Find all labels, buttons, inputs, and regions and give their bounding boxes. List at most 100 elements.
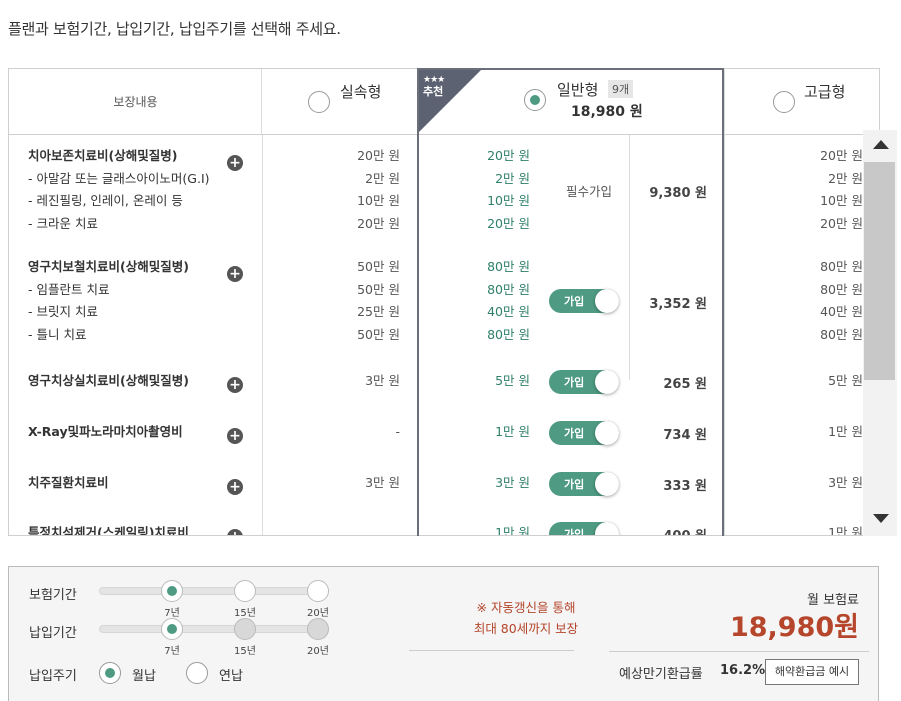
coverage-count-badge: 9개 xyxy=(608,80,634,98)
refund-rate-value: 16.2% xyxy=(720,663,766,678)
table-row: 치주질환치료비 + 3만 원 3만 원 가입 333 원 3만 원 xyxy=(9,472,863,512)
plan-standard-option[interactable]: 일반형 xyxy=(418,69,724,135)
tick-label: 20년 xyxy=(307,646,329,657)
insurance-period-stop-20[interactable] xyxy=(307,580,329,602)
expand-plus-icon[interactable]: + xyxy=(227,155,243,171)
page-instruction: 플랜과 보험기간, 납입기간, 납입주기를 선택해 주세요. xyxy=(8,20,341,38)
divider xyxy=(409,650,574,651)
options-panel: 보험기간 7년 15년 20년 납입기간 7년 15년 20년 납입주기 월납 … xyxy=(8,566,879,701)
coverage-table[interactable]: 치아보존치료비(상해및질병) - 아말감 또는 글래스아이노머(G.I) - 레… xyxy=(8,134,863,536)
tick-label: 20년 xyxy=(307,608,329,619)
plan-basic-option[interactable]: 실속형 xyxy=(262,69,418,135)
plan-standard-name: 일반형 xyxy=(557,81,599,99)
expand-plus-icon[interactable]: + xyxy=(227,266,243,282)
column-divider xyxy=(724,135,725,535)
premium-value: 5만 원 xyxy=(828,373,863,388)
plan-basic-name: 실속형 xyxy=(340,83,382,101)
scroll-down-arrow-icon[interactable] xyxy=(873,514,889,523)
insurance-period-stop-15[interactable] xyxy=(234,580,256,602)
ribbon-stars: ★★★ xyxy=(423,75,445,85)
expand-plus-icon[interactable]: + xyxy=(227,377,243,393)
basic-values: 50만 원 50만 원 25만 원 50만 원 xyxy=(357,259,400,342)
expand-plus-icon[interactable]: + xyxy=(227,428,243,444)
join-toggle[interactable]: 가입 xyxy=(549,472,619,496)
table-row: 특정치석제거(스케일링)치료비 + 1만 원 가입 400 원 1만 원 xyxy=(9,522,863,536)
payment-cycle-yearly-label[interactable]: 연납 xyxy=(219,669,243,684)
payment-period-label: 납입기간 xyxy=(29,626,77,641)
standard-value: 5만 원 xyxy=(495,373,530,388)
ribbon-label: 추천 xyxy=(423,85,444,98)
payment-cycle-yearly-radio[interactable] xyxy=(186,662,208,684)
payment-period-stop-20[interactable] xyxy=(307,618,329,640)
tick-label: 15년 xyxy=(234,646,256,657)
payment-cycle-label: 납입주기 xyxy=(29,669,77,684)
plan-premium-option[interactable]: 고급형 xyxy=(724,69,881,135)
table-scrollbar[interactable] xyxy=(863,130,897,536)
column-divider xyxy=(262,135,263,535)
refund-example-button[interactable]: 해약환급금 예시 xyxy=(765,659,859,685)
scroll-up-arrow-icon[interactable] xyxy=(873,140,889,149)
expand-plus-icon[interactable]: + xyxy=(227,479,243,495)
join-toggle[interactable]: 가입 xyxy=(549,421,619,445)
standard-value: 3만 원 xyxy=(495,475,530,490)
join-toggle[interactable]: 가입 xyxy=(549,370,619,394)
plan-basic-radio[interactable] xyxy=(308,91,330,113)
premium-value: 1만 원 xyxy=(828,424,863,439)
payment-cycle-monthly-label[interactable]: 월납 xyxy=(132,669,156,684)
plan-standard-radio[interactable] xyxy=(524,89,546,111)
basic-value: 3만 원 xyxy=(365,475,400,490)
basic-value: - xyxy=(395,424,400,439)
coverage-header-label: 보장내용 xyxy=(113,95,158,109)
insurance-period-label: 보험기간 xyxy=(29,588,77,603)
coverage-header-cell: 보장내용 xyxy=(9,69,262,135)
standard-value: 1만 원 xyxy=(495,424,530,439)
premium-amount: 9,380 원 xyxy=(649,186,707,201)
monthly-premium-amount: 18,980원 xyxy=(729,612,859,643)
plan-premium-radio[interactable] xyxy=(773,91,795,113)
scroll-thumb[interactable] xyxy=(864,162,895,380)
table-row: X-Ray및파노라마치아촬영비 + - 1만 원 가입 734 원 1만 원 xyxy=(9,421,863,461)
coverage-name: 영구치보철치료비(상해및질병) - 임플란트 치료 - 브릿지 치료 - 틀니 … xyxy=(28,259,189,342)
join-toggle[interactable]: 가입 xyxy=(549,522,619,535)
basic-values: 20만 원 2만 원 10만 원 20만 원 xyxy=(357,148,400,231)
table-row: 영구치상실치료비(상해및질병) + 3만 원 5만 원 가입 265 원 5만 … xyxy=(9,370,863,410)
premium-values: 20만 원 2만 원 10만 원 20만 원 xyxy=(820,148,863,231)
table-row: 영구치보철치료비(상해및질병) - 임플란트 치료 - 브릿지 치료 - 틀니 … xyxy=(9,256,863,356)
coverage-name: 치주질환치료비 xyxy=(28,475,109,490)
insurance-period-stop-7[interactable] xyxy=(161,580,183,602)
toggle-knob xyxy=(595,289,619,313)
coverage-name: 치아보존치료비(상해및질병) - 아말감 또는 글래스아이노머(G.I) - 레… xyxy=(28,148,210,231)
plan-premium-name: 고급형 xyxy=(804,83,846,101)
recommend-ribbon xyxy=(419,70,481,132)
toggle-knob xyxy=(595,522,619,535)
required-label: 필수가입 xyxy=(566,184,613,199)
premium-value: 3만 원 xyxy=(828,475,863,490)
coverage-name: X-Ray및파노라마치아촬영비 xyxy=(28,424,183,439)
coverage-name: 특정치석제거(스케일링)치료비 xyxy=(28,525,189,536)
standard-values: 80만 원 80만 원 40만 원 80만 원 xyxy=(487,259,530,342)
toggle-knob xyxy=(595,421,619,445)
column-divider xyxy=(629,135,630,380)
premium-amount: 400 원 xyxy=(629,525,707,535)
insurance-period-slider[interactable] xyxy=(99,587,329,595)
tick-label: 15년 xyxy=(234,608,256,619)
plan-standard-price: 18,980 원 xyxy=(571,104,643,120)
basic-value: 3만 원 xyxy=(365,373,400,388)
refund-rate-label: 예상만기환급률 xyxy=(619,667,703,682)
premium-values: 80만 원 80만 원 40만 원 80만 원 xyxy=(820,259,863,342)
tick-label: 7년 xyxy=(164,608,180,619)
renewal-notice-line1: ※ 자동갱신을 통해 xyxy=(476,600,576,615)
payment-period-slider[interactable] xyxy=(99,625,329,633)
premium-value: 1만 원 xyxy=(828,525,863,536)
premium-amount: 734 원 xyxy=(663,428,707,443)
toggle-knob xyxy=(595,370,619,394)
payment-cycle-monthly-radio[interactable] xyxy=(99,662,121,684)
standard-values: 20만 원 2만 원 10만 원 20만 원 xyxy=(487,148,530,231)
payment-period-stop-15[interactable] xyxy=(234,618,256,640)
join-toggle[interactable]: 가입 xyxy=(549,289,619,313)
tick-label: 7년 xyxy=(164,646,180,657)
table-row: 치아보존치료비(상해및질병) - 아말감 또는 글래스아이노머(G.I) - 레… xyxy=(9,145,863,245)
payment-period-stop-7[interactable] xyxy=(161,618,183,640)
premium-amount: 3,352 원 xyxy=(649,297,707,312)
expand-plus-icon[interactable]: + xyxy=(227,529,243,535)
